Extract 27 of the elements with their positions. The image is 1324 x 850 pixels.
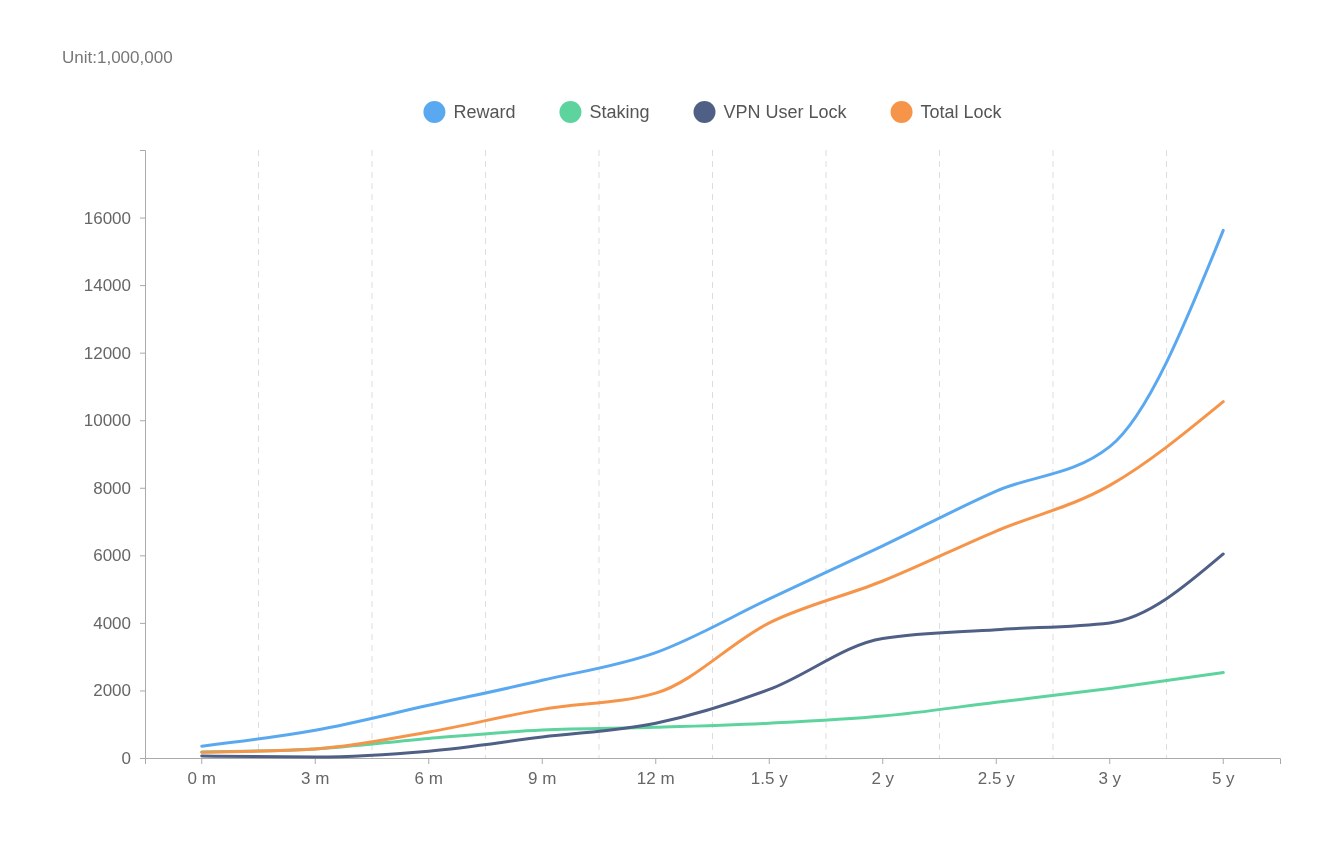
- y-tick-label: 14000: [83, 276, 131, 296]
- x-tick-label: 2.5 y: [977, 769, 1016, 789]
- x-tick-label: 3 m: [301, 769, 330, 789]
- x-tick-label: 12 m: [636, 769, 675, 789]
- y-tick-label: 2000: [93, 681, 131, 701]
- legend-label: Staking: [589, 102, 650, 122]
- y-tick-label: 8000: [93, 478, 131, 498]
- line-series: [200, 400, 1225, 754]
- x-tick-label: 3 y: [1098, 769, 1122, 789]
- x-tick-label: 1.5 y: [750, 769, 789, 789]
- y-tick-label: 6000: [93, 546, 131, 566]
- y-tick-label: 4000: [93, 613, 131, 633]
- x-tick-label: 0 m: [187, 769, 216, 789]
- x-tick-label: 9 m: [528, 769, 557, 789]
- y-tick-label: 16000: [83, 208, 131, 228]
- y-tick-label: 10000: [83, 411, 131, 431]
- legend-label: VPN User Lock: [723, 102, 848, 122]
- legend-label: Total Lock: [920, 102, 1003, 122]
- x-tick-label: 2 y: [871, 769, 895, 789]
- x-tick-label: 6 m: [414, 769, 443, 789]
- y-tick-label: 0: [121, 748, 131, 768]
- chart-subtitle: Unit:1,000,000: [62, 48, 173, 67]
- x-tick-label: 5 y: [1211, 769, 1236, 789]
- legend-label: Reward: [453, 102, 516, 122]
- line-series: [200, 552, 1225, 759]
- line-series: [200, 228, 1225, 748]
- y-tick-label: 12000: [83, 343, 131, 363]
